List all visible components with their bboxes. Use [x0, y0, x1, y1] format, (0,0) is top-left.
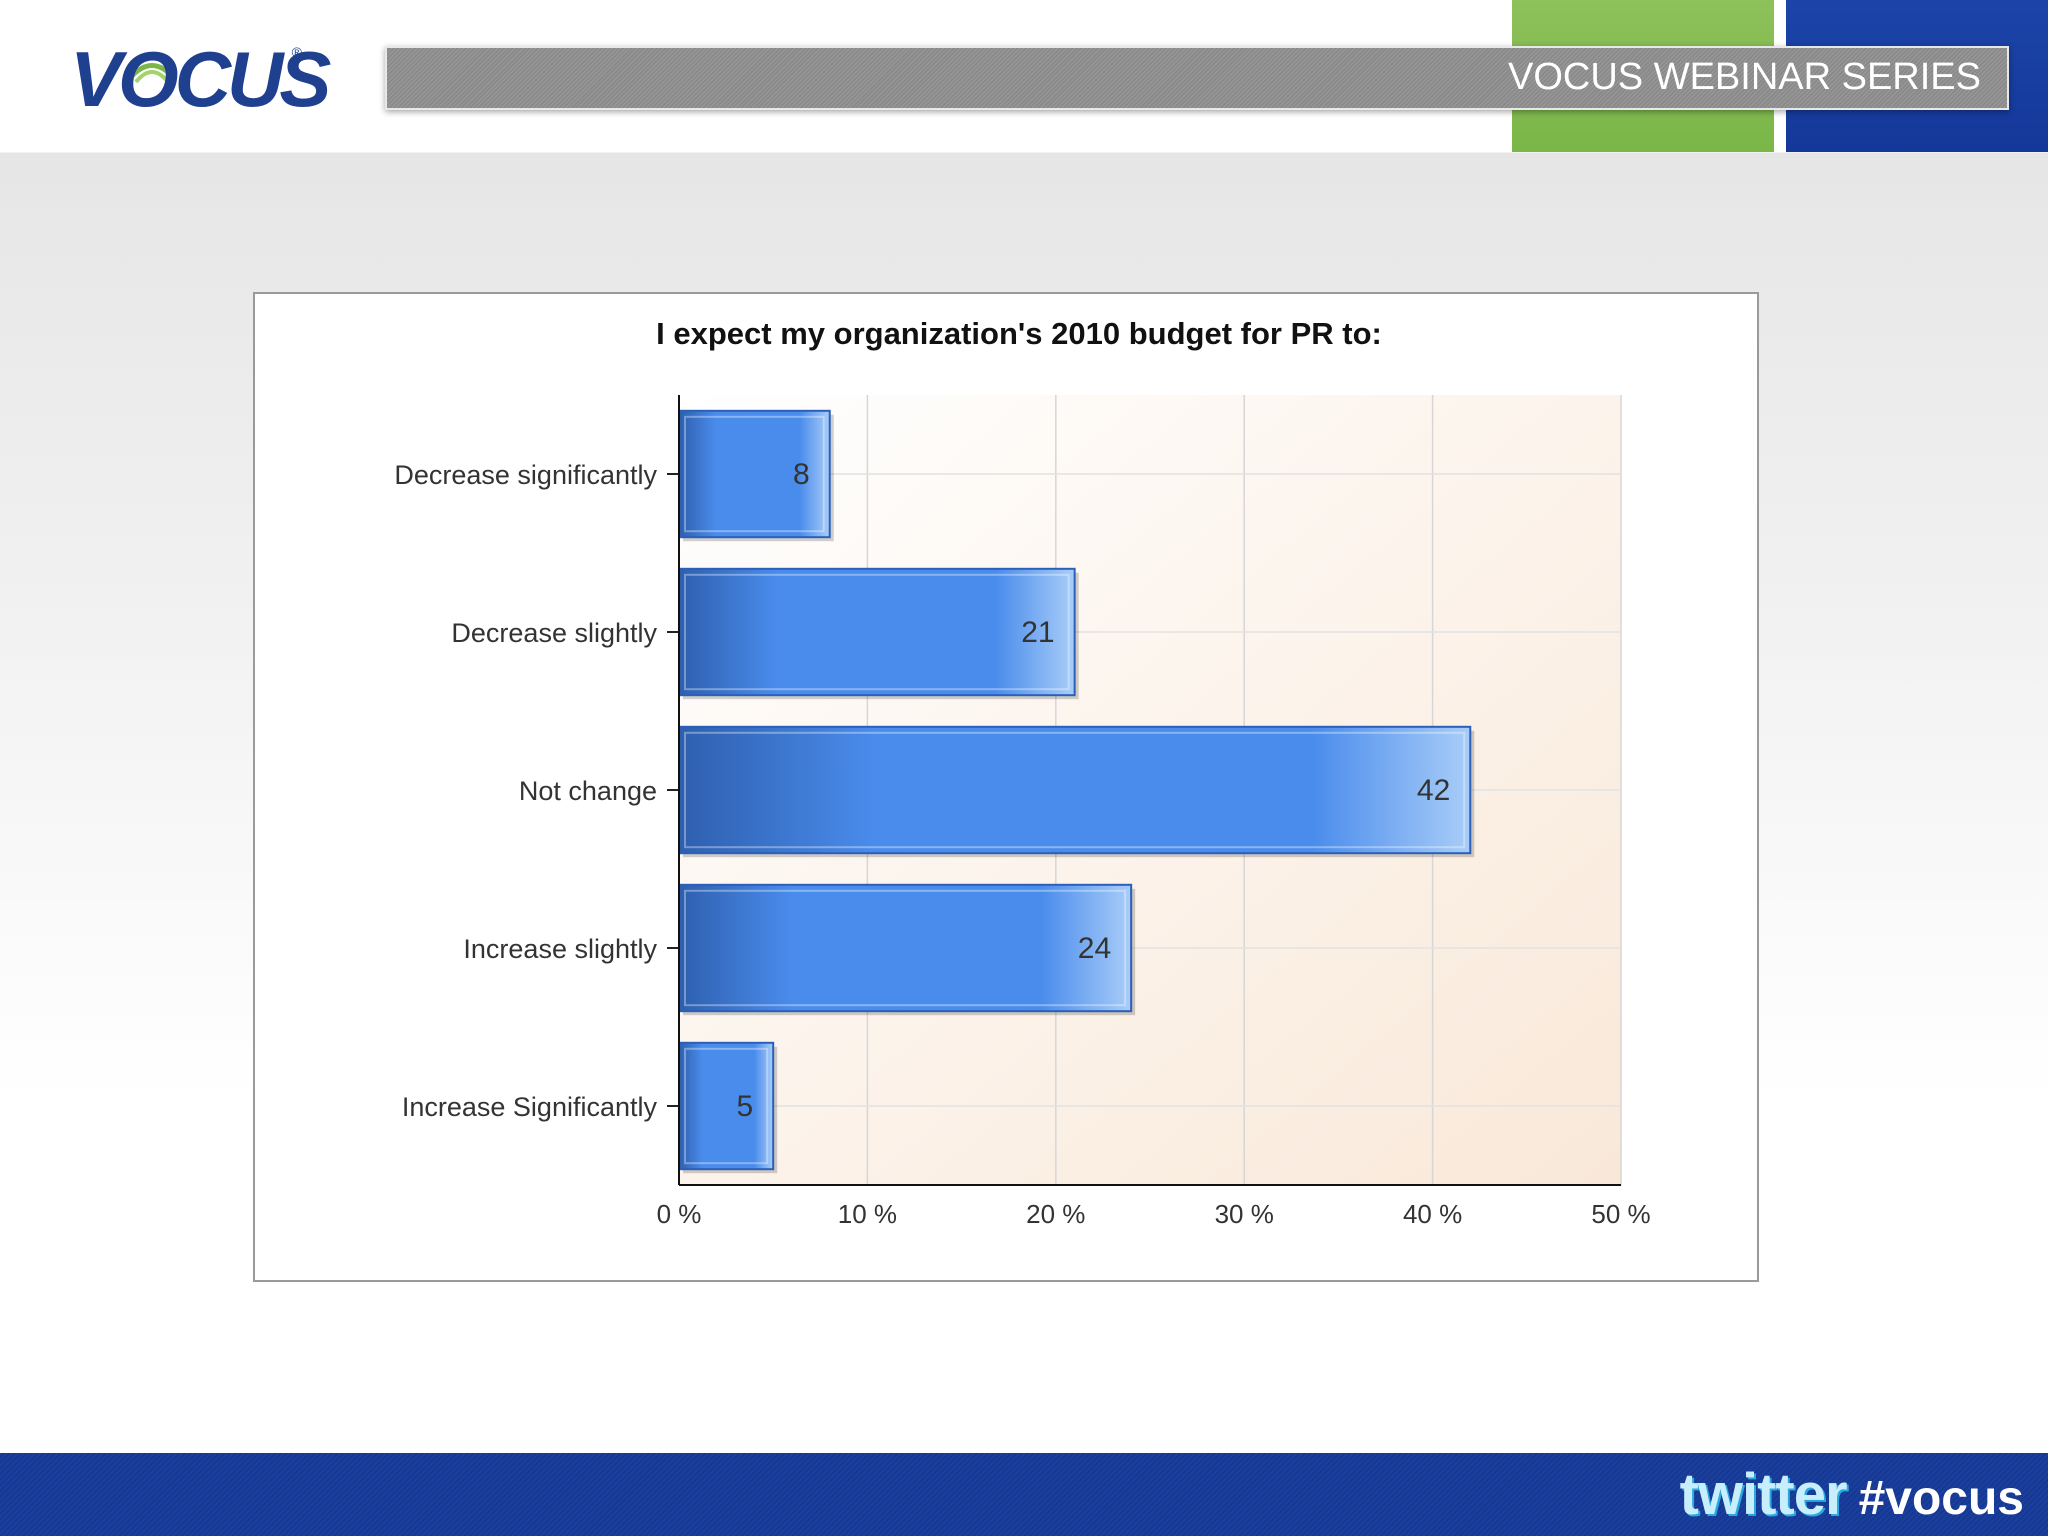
banner-title: VOCUS WEBINAR SERIES — [1508, 56, 1981, 98]
x-tick-label: 20 % — [1026, 1199, 1085, 1229]
twitter-tag: twitter #vocus — [1680, 1461, 2024, 1528]
twitter-logo-text: twitter — [1679, 1462, 1848, 1527]
vocus-logo: VOCUS ® — [70, 30, 331, 123]
bar-highlight — [684, 415, 825, 533]
category-label: Increase Significantly — [402, 1092, 658, 1122]
bar — [678, 567, 1076, 697]
x-tick-label: 50 % — [1591, 1199, 1650, 1229]
x-tick-label: 10 % — [838, 1199, 897, 1229]
title-banner: VOCUS WEBINAR SERIES — [385, 46, 2009, 110]
bar-data-label: 8 — [793, 458, 810, 491]
x-tick-label: 0 % — [657, 1199, 702, 1229]
bar-highlight — [684, 731, 1466, 849]
slide-header: VOCUS ® VOCUS WEBINAR SERIES — [0, 0, 2048, 152]
slide-footer: twitter #vocus — [0, 1453, 2048, 1536]
category-label: Not change — [519, 776, 657, 806]
logo-registered-mark: ® — [291, 44, 302, 60]
hashtag-text: #vocus — [1858, 1472, 2024, 1525]
x-tick-label: 40 % — [1403, 1199, 1462, 1229]
chart-frame: I expect my organization's 2010 budget f… — [253, 292, 1759, 1282]
category-label: Increase slightly — [463, 934, 657, 964]
chart-title: I expect my organization's 2010 budget f… — [656, 316, 1382, 351]
bar — [678, 725, 1472, 855]
bar — [678, 1041, 775, 1171]
bar-highlight — [684, 573, 1070, 691]
bar-highlight — [684, 1047, 769, 1165]
category-label: Decrease significantly — [394, 460, 657, 490]
category-label: Decrease slightly — [451, 618, 657, 648]
bar-data-label: 5 — [737, 1090, 754, 1123]
bar-data-label: 42 — [1417, 774, 1450, 807]
bar-highlight — [684, 889, 1127, 1007]
bar — [678, 409, 831, 539]
bar — [678, 883, 1133, 1013]
bar-data-label: 24 — [1078, 932, 1111, 965]
logo-text: VOCUS — [70, 35, 331, 123]
bar-chart: I expect my organization's 2010 budget f… — [394, 316, 1650, 1229]
logo-swoosh-icon — [128, 63, 176, 84]
bar-data-label: 21 — [1021, 616, 1054, 649]
x-tick-label: 30 % — [1215, 1199, 1274, 1229]
